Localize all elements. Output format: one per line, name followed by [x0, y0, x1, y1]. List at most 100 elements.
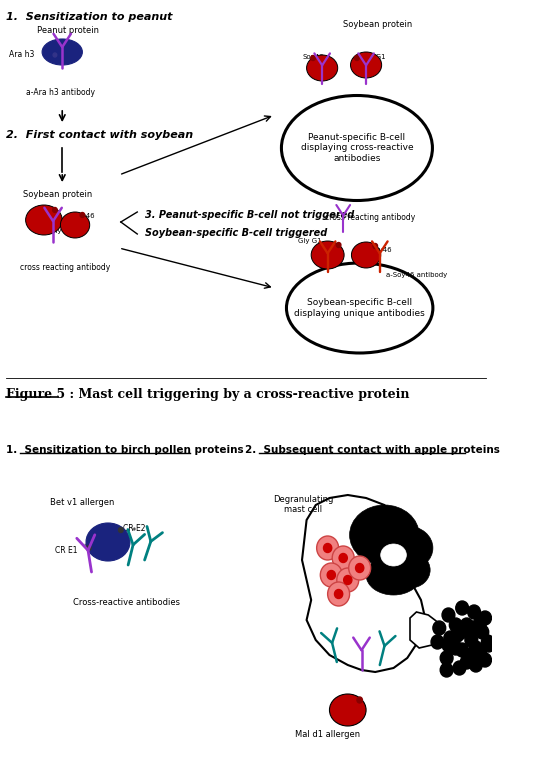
Text: CR E2: CR E2 [123, 524, 145, 533]
Circle shape [461, 655, 473, 669]
Text: a-Soy46 antibody: a-Soy46 antibody [386, 272, 448, 278]
Circle shape [317, 536, 338, 560]
Circle shape [461, 618, 473, 632]
Polygon shape [410, 612, 440, 648]
Circle shape [455, 625, 468, 639]
Circle shape [474, 648, 487, 662]
Circle shape [335, 590, 343, 598]
Text: Figure 5 : Mast cell triggering by a cross-reactive protein: Figure 5 : Mast cell triggering by a cro… [6, 388, 410, 401]
Text: Cross-reactive antibodies: Cross-reactive antibodies [73, 598, 180, 607]
Ellipse shape [26, 205, 62, 235]
Ellipse shape [307, 55, 338, 81]
Circle shape [327, 570, 335, 580]
Circle shape [323, 543, 332, 553]
Circle shape [311, 56, 315, 60]
Text: Gly G1: Gly G1 [51, 228, 74, 234]
Circle shape [336, 242, 341, 248]
Text: Soybean-specific B-cell
displaying unique antibodies: Soybean-specific B-cell displaying uniqu… [294, 298, 425, 317]
Circle shape [451, 628, 464, 642]
Circle shape [344, 576, 352, 584]
Circle shape [444, 631, 457, 645]
Text: *: * [132, 527, 136, 536]
Circle shape [482, 635, 494, 649]
Circle shape [433, 621, 445, 635]
Text: Ara h3: Ara h3 [9, 50, 34, 59]
Text: Soy46: Soy46 [302, 54, 324, 60]
Circle shape [339, 553, 348, 563]
Ellipse shape [311, 241, 344, 269]
Circle shape [442, 638, 455, 652]
Circle shape [470, 641, 482, 655]
Ellipse shape [281, 95, 433, 200]
Circle shape [118, 528, 123, 533]
Text: 1.  Sensitization to peanut: 1. Sensitization to peanut [6, 12, 173, 22]
Text: Gly G1: Gly G1 [362, 54, 385, 60]
Circle shape [440, 651, 453, 665]
Text: CR E1: CR E1 [55, 546, 77, 555]
Circle shape [373, 244, 378, 248]
Circle shape [449, 641, 462, 655]
Text: 3. Peanut-specific B-cell not triggered: 3. Peanut-specific B-cell not triggered [145, 210, 354, 220]
Ellipse shape [351, 242, 381, 268]
Circle shape [468, 605, 480, 619]
Ellipse shape [86, 523, 130, 561]
Text: Soybean protein: Soybean protein [23, 190, 92, 199]
Text: 1.  Sensitization to birch pollen proteins: 1. Sensitization to birch pollen protein… [6, 445, 244, 455]
Text: *: * [84, 543, 88, 552]
Circle shape [328, 582, 350, 606]
Ellipse shape [329, 694, 366, 726]
Ellipse shape [60, 212, 90, 238]
Text: a-Ara h3 antibody: a-Ara h3 antibody [26, 88, 95, 97]
Circle shape [456, 601, 469, 615]
Ellipse shape [350, 505, 419, 565]
Ellipse shape [381, 544, 406, 566]
Circle shape [449, 618, 462, 632]
Circle shape [442, 608, 455, 622]
Text: 2.  First contact with soybean: 2. First contact with soybean [6, 130, 194, 140]
Text: Peanut-specific B-cell
displaying cross-reactive
antibodies: Peanut-specific B-cell displaying cross-… [301, 133, 413, 163]
Ellipse shape [286, 263, 433, 353]
Text: Soy46: Soy46 [73, 213, 95, 219]
Text: Soy46: Soy46 [371, 247, 392, 253]
Circle shape [332, 546, 354, 570]
Text: cross reacting antibody: cross reacting antibody [325, 213, 415, 222]
Circle shape [355, 56, 359, 60]
Circle shape [431, 635, 444, 649]
Circle shape [87, 546, 91, 550]
Circle shape [53, 53, 56, 57]
Circle shape [474, 615, 487, 629]
Text: Soybean-specific B-cell triggered: Soybean-specific B-cell triggered [145, 228, 327, 238]
Ellipse shape [381, 526, 433, 570]
Circle shape [479, 653, 491, 667]
Circle shape [465, 649, 478, 663]
Polygon shape [302, 495, 426, 672]
Circle shape [453, 661, 466, 675]
Text: Soybean protein: Soybean protein [343, 20, 413, 29]
Circle shape [479, 611, 491, 625]
Circle shape [356, 563, 364, 573]
Circle shape [482, 638, 495, 652]
Circle shape [80, 213, 84, 217]
Circle shape [465, 633, 478, 647]
Text: 2.  Subsequent contact with apple proteins: 2. Subsequent contact with apple protein… [245, 445, 500, 455]
Circle shape [53, 207, 57, 213]
Text: Peanut protein: Peanut protein [37, 26, 98, 35]
Ellipse shape [366, 555, 421, 595]
Circle shape [357, 697, 363, 703]
Circle shape [456, 643, 469, 657]
Ellipse shape [42, 39, 82, 65]
Circle shape [466, 621, 479, 635]
Circle shape [349, 556, 371, 580]
Circle shape [320, 563, 342, 587]
Ellipse shape [351, 52, 381, 78]
Text: Gly G1: Gly G1 [299, 238, 322, 244]
Ellipse shape [390, 552, 430, 588]
Circle shape [476, 625, 489, 639]
Text: Bet v1 allergen: Bet v1 allergen [51, 498, 115, 507]
Text: Degranulating
mast cell: Degranulating mast cell [273, 495, 333, 515]
Circle shape [440, 663, 453, 677]
Text: cross reacting antibody: cross reacting antibody [20, 263, 110, 272]
Text: Mal d1 allergen: Mal d1 allergen [295, 730, 360, 739]
Circle shape [470, 658, 482, 672]
Circle shape [337, 568, 359, 592]
